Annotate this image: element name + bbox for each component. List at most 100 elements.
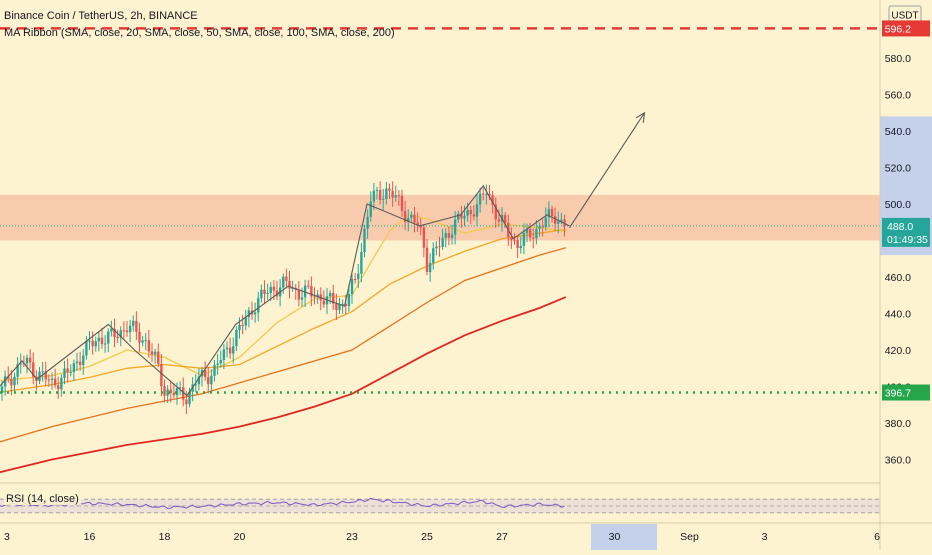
candle-body [91, 341, 93, 346]
candle-body [298, 290, 300, 300]
candle-body [529, 229, 531, 238]
price-tick-label: 440.0 [885, 309, 911, 321]
candle-body [307, 286, 309, 287]
candle-body [285, 277, 287, 281]
time-tick-label: 25 [421, 531, 433, 543]
candle-body [551, 209, 553, 216]
candle-body [210, 376, 212, 384]
last-price-label: 488.0 [887, 221, 913, 233]
candle-body [401, 196, 403, 211]
rsi-legend[interactable]: RSI (14, close) [4, 493, 81, 505]
candle-body [138, 332, 140, 343]
candle-body [173, 393, 175, 396]
candle-body [288, 281, 290, 289]
candle-body [370, 202, 372, 217]
candle-body [132, 321, 134, 326]
candle-body [73, 363, 75, 372]
candle-body [348, 294, 350, 306]
candle-body [385, 188, 387, 198]
candle-body [382, 199, 384, 200]
candle-body [513, 240, 515, 241]
candle-body [160, 364, 162, 386]
time-tick-label: 18 [159, 531, 171, 543]
candle-body [329, 293, 331, 296]
candle-body [148, 340, 150, 351]
candle-body [82, 355, 84, 364]
candle-body [179, 387, 181, 388]
candle-body [76, 362, 78, 364]
candle-body [532, 238, 534, 239]
candle-body [354, 279, 356, 280]
countdown-label: 01:49:35 [887, 234, 928, 246]
price-axis-background [880, 0, 932, 523]
price-tick-label: 360.0 [885, 455, 911, 467]
candle-body [454, 220, 456, 235]
time-tick-label: Sep [680, 531, 699, 543]
price-tick-label: 540.0 [885, 126, 911, 138]
currency-label: USDT [891, 11, 918, 22]
candle-body [185, 400, 187, 405]
candle-body [141, 340, 143, 342]
candle-body [26, 358, 28, 364]
candle-body [395, 195, 397, 197]
candle-body [257, 298, 259, 312]
candle-body [207, 377, 209, 384]
candle-body [541, 227, 543, 228]
candle-body [123, 330, 125, 331]
candle-body [557, 221, 559, 223]
symbol-title[interactable]: Binance Coin / TetherUS, 2h, BINANCE [4, 10, 198, 22]
candle-body [216, 363, 218, 364]
candle-body [448, 233, 450, 238]
candle-body [213, 365, 215, 376]
price-tick-label: 580.0 [885, 53, 911, 65]
candle-body [163, 386, 165, 396]
candle-body [438, 246, 440, 247]
candle-body [254, 312, 256, 314]
candle-body [270, 287, 272, 293]
candle-body [423, 228, 425, 248]
candle-body [282, 277, 284, 288]
candle-body [98, 338, 100, 342]
candle-body [51, 379, 53, 380]
candle-body [457, 214, 459, 220]
candle-body [13, 377, 15, 386]
time-axis-highlight [591, 524, 657, 550]
time-tick-label: 3 [4, 531, 10, 543]
candle-body [313, 297, 315, 298]
price-axis: 360.0380.0400.0420.0440.0460.0480.0500.0… [880, 0, 932, 550]
time-tick-label: 23 [346, 531, 358, 543]
candle-body [479, 194, 481, 205]
candle-body [410, 215, 412, 218]
candle-body [101, 338, 103, 344]
candle-body [445, 233, 447, 238]
candle-body [151, 351, 153, 354]
candle-body [538, 227, 540, 229]
candle-body [429, 263, 431, 272]
candle-body [520, 246, 522, 248]
candle-body [135, 321, 137, 332]
candle-body [129, 326, 131, 332]
candle-body [220, 360, 222, 363]
candle-body [498, 219, 500, 221]
candle-body [391, 191, 393, 198]
candle-body [226, 348, 228, 350]
candle-body [516, 240, 518, 248]
indicator-legend[interactable]: MA Ribbon (SMA, close, 20, SMA, close, 5… [4, 27, 395, 39]
candle-body [301, 297, 303, 299]
candle-body [335, 304, 337, 310]
candle-body [426, 248, 428, 272]
candle-body [235, 330, 237, 346]
candle-body [79, 362, 81, 365]
candle-body [463, 216, 465, 219]
candle-body [388, 188, 390, 190]
price-tick-label: 420.0 [885, 345, 911, 357]
candle-body [363, 229, 365, 252]
candle-body [107, 331, 109, 343]
candle-body [485, 194, 487, 195]
candle-body [482, 194, 484, 195]
candle-body [373, 191, 375, 202]
candle-body [366, 217, 368, 229]
candle-body [413, 215, 415, 223]
